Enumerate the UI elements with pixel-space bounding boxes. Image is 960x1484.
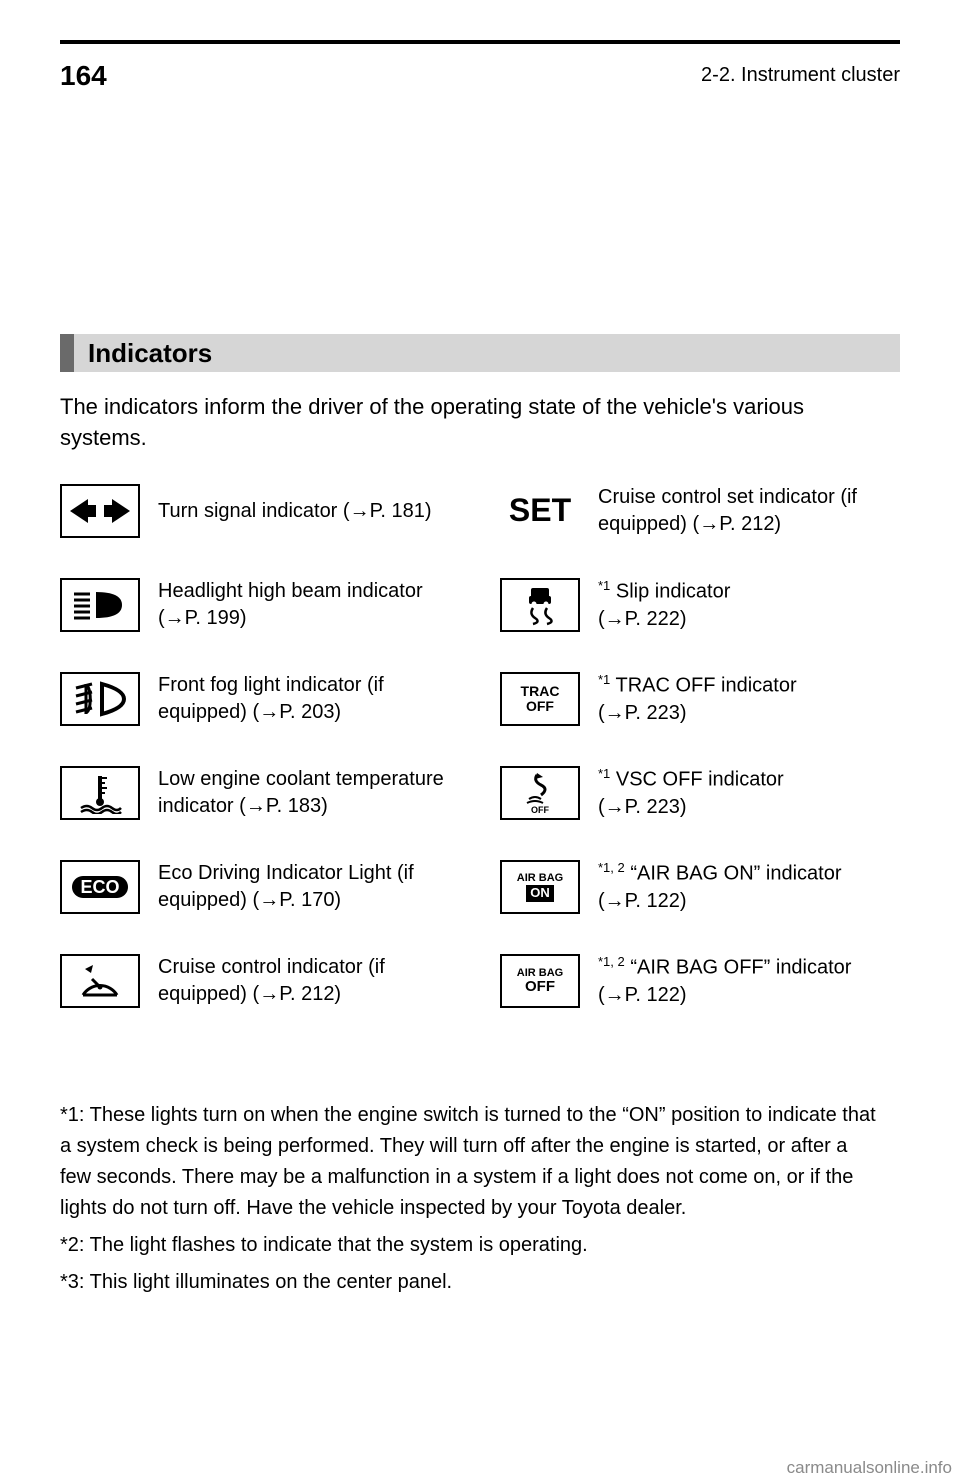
airbag-on-icon: AIR BAGON bbox=[500, 860, 580, 914]
indicator-row: Headlight high beam indicator (→P. 199) bbox=[60, 558, 460, 652]
vsc-off-icon: OFF bbox=[500, 766, 580, 820]
indicator-row: TRAC OFF *1 TRAC OFF indicator (→P. 223) bbox=[500, 652, 900, 746]
fog-light-icon bbox=[60, 672, 140, 726]
icon-text: SET bbox=[509, 494, 571, 528]
indicator-row: Turn signal indicator (→P. 181) bbox=[60, 464, 460, 558]
indicator-label: “AIR BAG OFF” indicator bbox=[630, 957, 851, 979]
watermark: carmanualsonline.info bbox=[787, 1458, 952, 1478]
indicator-desc: Turn signal indicator (→P. 181) bbox=[140, 498, 432, 525]
indicator-desc: *1 VSC OFF indicator (→P. 223) bbox=[580, 765, 784, 821]
indicator-row: AIR BAGON *1, 2 “AIR BAG ON” indicator (… bbox=[500, 840, 900, 934]
footnote-1: *1: These lights turn on when the engine… bbox=[60, 1100, 880, 1224]
cruise-icon bbox=[60, 954, 140, 1008]
turn-signal-icon bbox=[60, 484, 140, 538]
svg-text:OFF: OFF bbox=[531, 805, 549, 815]
indicator-label: Slip indicator bbox=[616, 581, 731, 603]
eco-pill: ECO bbox=[72, 876, 127, 899]
airbag-state: OFF bbox=[517, 979, 563, 996]
indicator-row: Front fog light indicator (if equipped) … bbox=[60, 652, 460, 746]
indicator-row: OFF *1 VSC OFF indicator (→P. 223) bbox=[500, 746, 900, 840]
indicator-columns: Turn signal indicator (→P. 181) bbox=[60, 464, 900, 1028]
indicator-sup: *1, 2 bbox=[598, 860, 625, 875]
indicator-sup: *1 bbox=[598, 578, 610, 593]
indicator-desc: Cruise control indicator (if equipped) (… bbox=[140, 954, 460, 1008]
indicator-ref: (→P. 199) bbox=[158, 607, 247, 629]
indicator-ref: (→P. 212) bbox=[693, 513, 782, 535]
manual-page: 164 2-2. Instrument cluster Indicators T… bbox=[60, 40, 900, 1420]
indicator-sup: *1 bbox=[598, 672, 610, 687]
indicator-desc: *1, 2 “AIR BAG ON” indicator (→P. 122) bbox=[580, 859, 841, 915]
indicator-label: “AIR BAG ON” indicator bbox=[630, 863, 841, 885]
section-intro: The indicators inform the driver of the … bbox=[60, 392, 880, 454]
indicator-desc: Front fog light indicator (if equipped) … bbox=[140, 672, 460, 726]
indicator-label: Headlight high beam indicator bbox=[158, 580, 423, 602]
indicator-col-left: Turn signal indicator (→P. 181) bbox=[60, 464, 490, 1028]
icon-text: TRAC OFF bbox=[521, 684, 560, 713]
indicator-ref: (→P. 222) bbox=[598, 608, 687, 630]
indicator-desc: Headlight high beam indicator (→P. 199) bbox=[140, 578, 460, 632]
indicator-ref: (→P. 212) bbox=[253, 983, 342, 1005]
indicator-ref: (→P. 223) bbox=[598, 702, 687, 724]
indicator-row: *1 Slip indicator (→P. 222) bbox=[500, 558, 900, 652]
indicator-sup: *1 bbox=[598, 766, 610, 781]
indicator-label: Turn signal indicator bbox=[158, 500, 337, 522]
indicator-ref: (→P. 183) bbox=[239, 795, 328, 817]
indicator-desc: *1 Slip indicator (→P. 222) bbox=[580, 577, 730, 633]
indicator-desc: Eco Driving Indicator Light (if equipped… bbox=[140, 860, 460, 914]
indicator-ref: (→P. 170) bbox=[253, 889, 342, 911]
indicator-ref: (→P. 223) bbox=[598, 796, 687, 818]
slip-icon bbox=[500, 578, 580, 632]
high-beam-icon bbox=[60, 578, 140, 632]
page-number: 164 bbox=[60, 60, 107, 92]
indicator-row: Cruise control indicator (if equipped) (… bbox=[60, 934, 460, 1028]
airbag-state: ON bbox=[526, 885, 554, 901]
indicator-ref: (→P. 122) bbox=[598, 890, 687, 912]
indicator-row: ECO Eco Driving Indicator Light (if equi… bbox=[60, 840, 460, 934]
indicator-desc: *1, 2 “AIR BAG OFF” indicator (→P. 122) bbox=[580, 953, 851, 1009]
indicator-desc: Low engine coolant temperature indicator… bbox=[140, 766, 460, 820]
section-heading: Indicators bbox=[60, 334, 900, 372]
indicator-sup: *1, 2 bbox=[598, 954, 625, 969]
indicator-col-right: SET Cruise control set indicator (if equ… bbox=[490, 464, 900, 1028]
footnote-3: *3: This light illuminates on the center… bbox=[60, 1267, 880, 1298]
indicator-ref: (→P. 203) bbox=[253, 701, 342, 723]
indicator-ref: (→P. 122) bbox=[598, 984, 687, 1006]
indicator-row: SET Cruise control set indicator (if equ… bbox=[500, 464, 900, 558]
indicator-label: VSC OFF indicator bbox=[616, 769, 784, 791]
coolant-temp-icon bbox=[60, 766, 140, 820]
airbag-off-icon: AIR BAGOFF bbox=[500, 954, 580, 1008]
footnote-2: *2: The light flashes to indicate that t… bbox=[60, 1230, 880, 1261]
cruise-set-icon: SET bbox=[500, 484, 580, 538]
indicator-ref: (→P. 181) bbox=[343, 500, 432, 522]
section-path: 2-2. Instrument cluster bbox=[701, 64, 900, 87]
eco-icon: ECO bbox=[60, 860, 140, 914]
indicator-row: AIR BAGOFF *1, 2 “AIR BAG OFF” indicator… bbox=[500, 934, 900, 1028]
footnotes: *1: These lights turn on when the engine… bbox=[60, 1100, 880, 1304]
trac-off-icon: TRAC OFF bbox=[500, 672, 580, 726]
indicator-desc: *1 TRAC OFF indicator (→P. 223) bbox=[580, 671, 797, 727]
indicator-desc: Cruise control set indicator (if equippe… bbox=[580, 484, 900, 538]
indicator-label: TRAC OFF indicator bbox=[616, 675, 797, 697]
indicator-row: Low engine coolant temperature indicator… bbox=[60, 746, 460, 840]
